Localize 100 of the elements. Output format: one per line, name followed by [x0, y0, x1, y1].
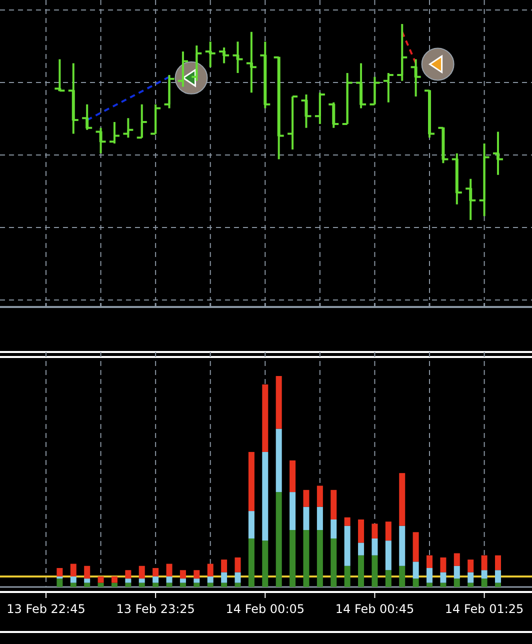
bar — [454, 553, 460, 566]
bar — [426, 582, 433, 587]
bar — [152, 568, 159, 576]
bar — [111, 582, 118, 587]
bar — [152, 582, 159, 587]
bar — [221, 572, 228, 583]
bar — [481, 578, 488, 587]
bar — [221, 582, 228, 587]
bar — [481, 555, 488, 570]
bar — [194, 578, 200, 583]
bar — [303, 530, 310, 587]
bar — [385, 540, 392, 570]
bar — [111, 576, 118, 583]
bar — [98, 576, 104, 583]
bar — [207, 576, 214, 583]
bar — [221, 560, 228, 572]
bar — [372, 524, 378, 538]
bar — [358, 555, 364, 587]
bar — [125, 582, 132, 587]
bar — [84, 578, 90, 583]
bar — [316, 486, 323, 507]
bar — [276, 492, 282, 587]
bar — [138, 578, 145, 583]
bar — [207, 564, 214, 576]
bar — [234, 572, 241, 583]
bar — [303, 506, 310, 530]
bar — [426, 568, 433, 583]
bar — [440, 572, 446, 583]
bar — [276, 428, 282, 492]
bar — [180, 578, 186, 583]
bar — [468, 572, 474, 583]
bar — [290, 530, 296, 587]
bar — [385, 522, 392, 541]
bar — [440, 557, 446, 572]
bar — [248, 511, 254, 538]
bar — [166, 576, 172, 583]
bar — [454, 578, 460, 587]
bar — [84, 582, 90, 587]
bar — [330, 490, 337, 520]
bar — [152, 576, 159, 583]
bar — [412, 562, 419, 579]
bar — [399, 473, 406, 526]
bar — [344, 526, 350, 566]
bar — [98, 582, 104, 587]
x-tick-label: 13 Feb 23:25 — [116, 602, 195, 616]
bar — [70, 582, 76, 587]
bar — [248, 538, 254, 587]
bar — [166, 582, 172, 587]
bar — [495, 555, 501, 570]
bar — [56, 578, 63, 587]
bar — [276, 376, 282, 429]
x-tick-label: 13 Feb 22:45 — [6, 602, 86, 616]
bar — [399, 566, 406, 587]
bar — [70, 564, 76, 576]
bar — [194, 582, 200, 587]
bar — [262, 384, 268, 452]
bar — [372, 538, 378, 556]
bar — [125, 578, 132, 583]
bar — [426, 555, 433, 568]
bar — [372, 555, 378, 587]
bar — [56, 568, 63, 576]
bar — [481, 570, 488, 579]
bar — [138, 566, 145, 579]
bar — [358, 542, 364, 556]
bar — [290, 492, 296, 530]
x-tick-label: 14 Feb 00:45 — [335, 602, 414, 616]
bar — [495, 582, 501, 587]
bar — [180, 570, 186, 579]
bar — [344, 517, 350, 526]
bar — [180, 582, 186, 587]
bar — [303, 490, 310, 507]
bar — [330, 519, 337, 538]
bar — [138, 582, 145, 587]
bar — [234, 582, 241, 587]
bar — [194, 570, 200, 579]
x-tick-label: 14 Feb 00:05 — [226, 602, 305, 616]
bar — [56, 576, 63, 579]
bar — [454, 566, 460, 579]
bar — [468, 582, 474, 587]
bar — [440, 582, 446, 587]
bar — [468, 560, 474, 572]
bar — [495, 570, 501, 583]
bar — [330, 538, 337, 587]
bar — [262, 540, 268, 587]
bar — [84, 566, 90, 579]
bar — [70, 576, 76, 583]
bar — [290, 460, 296, 492]
bar — [316, 506, 323, 530]
bar — [316, 530, 323, 587]
bar — [399, 526, 406, 566]
bar — [412, 532, 419, 562]
bar — [412, 578, 419, 587]
bar — [262, 452, 268, 541]
bar — [207, 582, 214, 587]
bar — [125, 570, 132, 579]
x-tick-label: 14 Feb 01:25 — [444, 602, 524, 616]
bar — [358, 519, 364, 543]
bar — [248, 452, 254, 512]
bar — [385, 570, 392, 587]
bar — [344, 566, 350, 587]
